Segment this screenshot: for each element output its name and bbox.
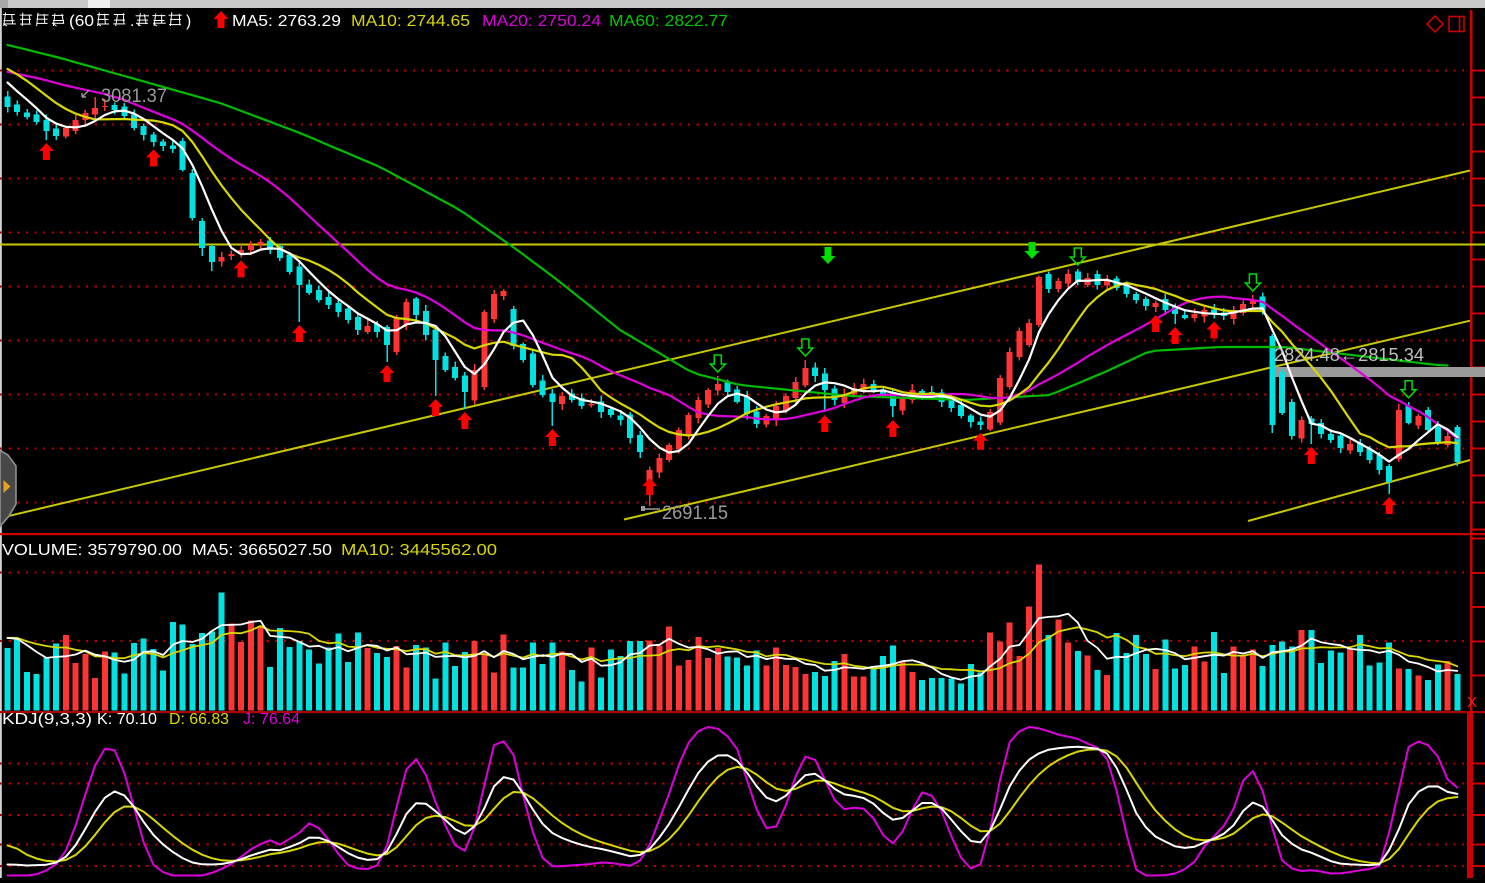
svg-text:K: 70.10: K: 70.10 <box>97 711 157 728</box>
svg-text:MA10: 2744.65: MA10: 2744.65 <box>351 13 470 30</box>
svg-text:MA20: 2750.24: MA20: 2750.24 <box>482 13 601 30</box>
svg-text:2691.15: 2691.15 <box>662 503 728 524</box>
svg-text:VOLUME: 3579790.00: VOLUME: 3579790.00 <box>2 542 182 559</box>
svg-text:.: . <box>130 13 134 30</box>
svg-text:MA5: 3665027.50: MA5: 3665027.50 <box>192 542 332 559</box>
svg-text:3081.37: 3081.37 <box>101 86 167 107</box>
svg-text:D: 66.83: D: 66.83 <box>169 711 229 728</box>
svg-text:): ) <box>186 13 191 30</box>
svg-text:MA60: 2822.77: MA60: 2822.77 <box>609 13 728 30</box>
svg-text:2824.48←2815.34: 2824.48←2815.34 <box>1274 345 1424 365</box>
svg-text:X: X <box>1467 694 1477 711</box>
svg-text:(60: (60 <box>69 13 94 30</box>
svg-text:MA5: 2763.29: MA5: 2763.29 <box>232 13 341 30</box>
svg-text:J: 76.64: J: 76.64 <box>243 711 300 728</box>
svg-text:MA10: 3445562.00: MA10: 3445562.00 <box>341 542 497 559</box>
svg-text:KDJ(9,3,3): KDJ(9,3,3) <box>2 711 92 728</box>
